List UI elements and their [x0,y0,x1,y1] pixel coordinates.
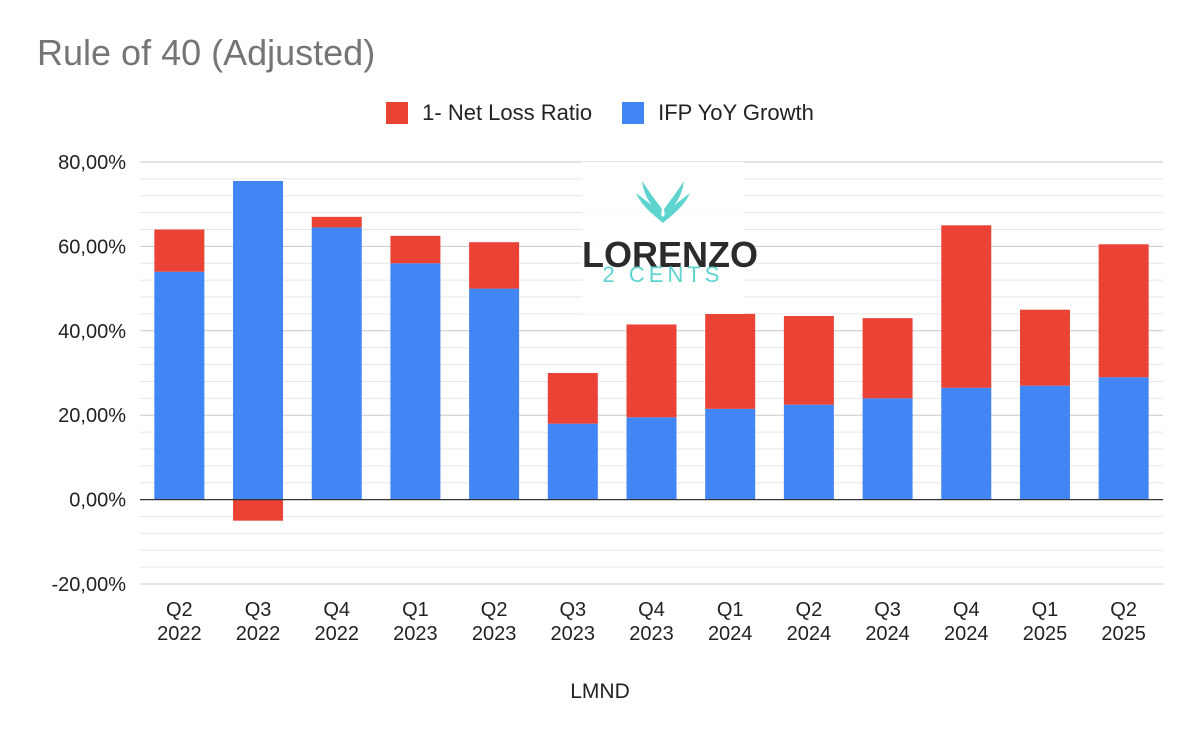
bar-ifp-growth[interactable] [626,417,677,500]
legend-label-net-loss: 1- Net Loss Ratio [422,100,593,125]
x-tick-label-quarter: Q2 [166,599,193,621]
bar-net-loss[interactable] [1019,309,1070,386]
bar-net-loss[interactable] [705,313,756,409]
bar-net-loss[interactable] [783,316,834,405]
x-tick-label-quarter: Q2 [796,599,823,621]
bar-net-loss[interactable] [154,229,205,272]
legend-item-net-loss[interactable]: 1- Net Loss Ratio [386,100,592,126]
bar-ifp-growth[interactable] [311,227,362,500]
x-tick-label-year: 2024 [708,623,753,645]
x-tick-label-quarter: Q3 [245,599,272,621]
bar-ifp-growth[interactable] [1019,385,1070,500]
watermark-tagline: 2 CENTS [602,262,724,287]
x-axis-title: LMND [570,680,630,703]
bar-ifp-growth[interactable] [233,180,284,500]
x-tick-label-quarter: Q4 [638,599,665,621]
bar-net-loss[interactable] [862,318,913,399]
x-tick-label-quarter: Q3 [874,599,901,621]
bar-ifp-growth[interactable] [1098,377,1149,500]
bar-net-loss[interactable] [941,225,992,388]
bar-net-loss[interactable] [311,216,362,228]
watermark-logo: LORENZO 2 CENTS [582,162,758,314]
bar-ifp-growth[interactable] [783,404,834,500]
y-tick-label: 60,00% [58,236,126,258]
bar-ifp-growth[interactable] [469,288,520,500]
y-tick-label: -20,00% [52,574,127,596]
legend-item-ifp-growth[interactable]: IFP YoY Growth [622,100,814,126]
x-tick-label-quarter: Q1 [1032,599,1059,621]
x-tick-label-quarter: Q3 [559,599,586,621]
legend: 1- Net Loss Ratio IFP YoY Growth [0,100,1200,126]
x-tick-label-year: 2024 [787,623,832,645]
x-tick-label-year: 2023 [551,623,596,645]
y-tick-label: 20,00% [58,405,126,427]
bar-net-loss[interactable] [1098,244,1149,378]
y-tick-label: 40,00% [58,321,126,343]
y-tick-label: 80,00% [58,152,126,174]
watermark-brand: LORENZO [582,234,758,275]
x-tick-label-quarter: Q1 [717,599,744,621]
x-tick-label-quarter: Q4 [323,599,350,621]
x-tick-label-year: 2024 [944,623,989,645]
wings-icon [636,181,690,223]
x-tick-label-quarter: Q1 [402,599,429,621]
x-tick-label-year: 2024 [865,623,910,645]
bar-net-loss[interactable] [469,242,520,289]
x-tick-label-year: 2022 [314,623,359,645]
bar-ifp-growth[interactable] [705,408,756,500]
bar-ifp-growth[interactable] [862,398,913,500]
x-tick-label-year: 2022 [157,623,202,645]
legend-swatch-net-loss [386,102,409,124]
bar-ifp-growth[interactable] [390,263,441,500]
bar-net-loss[interactable] [626,324,677,418]
x-tick-label-year: 2025 [1023,623,1068,645]
x-tick-label-year: 2023 [393,623,438,645]
legend-swatch-ifp-growth [622,102,645,124]
bar-net-loss[interactable] [547,373,598,424]
x-tick-label-year: 2025 [1101,623,1146,645]
legend-label-ifp-growth: IFP YoY Growth [658,100,814,125]
bar-net-loss[interactable] [233,499,284,521]
x-tick-label-year: 2023 [472,623,517,645]
chart-title: Rule of 40 (Adjusted) [37,32,376,73]
bar-net-loss[interactable] [390,235,441,264]
bar-ifp-growth[interactable] [154,271,205,500]
bar-ifp-growth[interactable] [547,423,598,500]
x-tick-label-quarter: Q2 [481,599,508,621]
bar-ifp-growth[interactable] [941,387,992,500]
x-tick-label-quarter: Q4 [953,599,980,621]
x-tick-label-year: 2022 [236,623,281,645]
x-tick-label-year: 2023 [629,623,674,645]
x-tick-label-quarter: Q2 [1110,599,1137,621]
y-tick-label: 0,00% [69,490,126,512]
